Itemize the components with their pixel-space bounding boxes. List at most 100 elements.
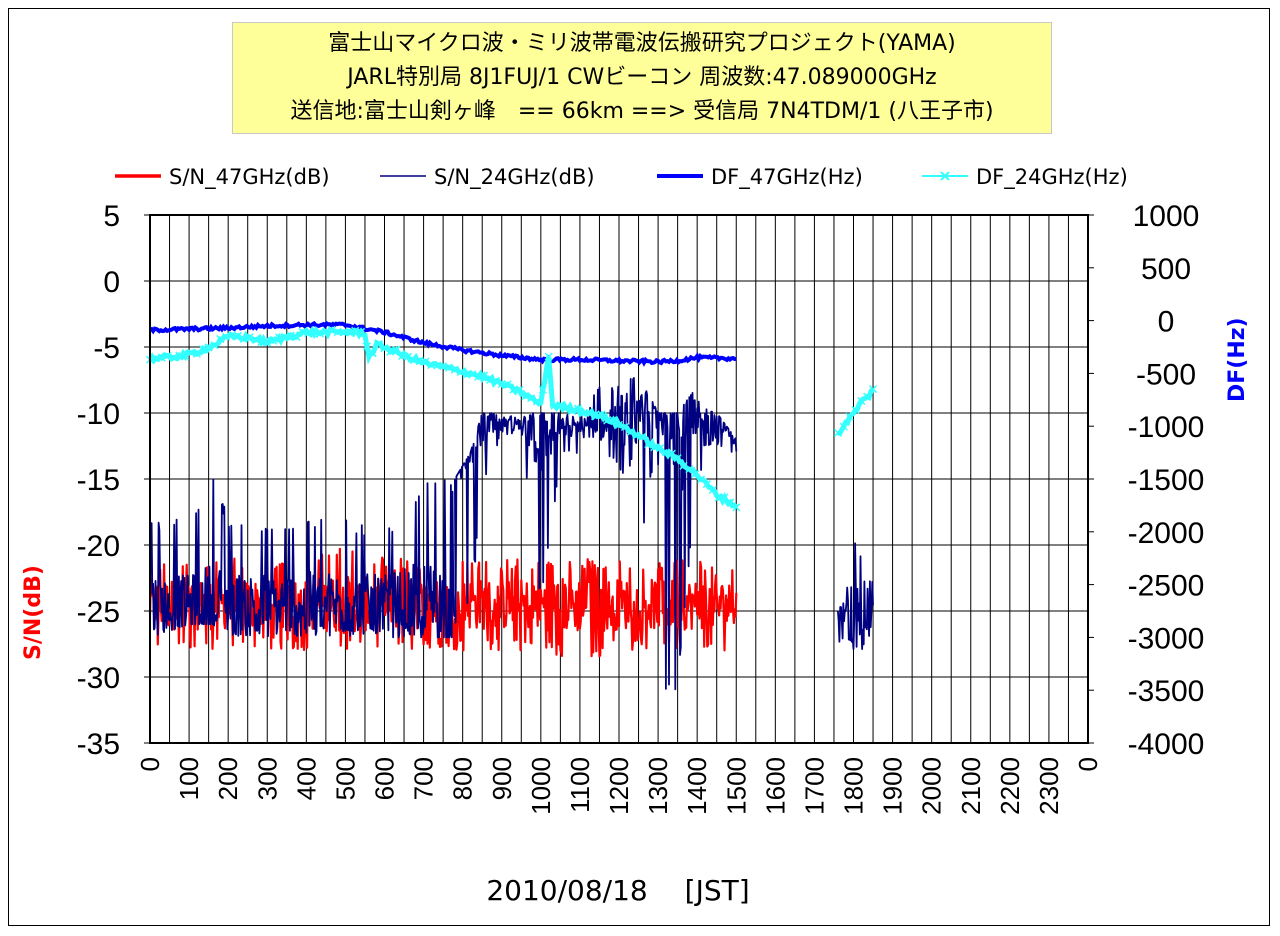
series-df24-marker [556,401,565,410]
series-df24-marker [450,365,459,374]
axes: 50-5-10-15-20-25-30-3510005000-500-1000-… [77,200,1205,815]
y-right-tick-label: -500 [1136,358,1196,391]
x-tick-label: 900 [487,757,517,800]
x-tick-label: 700 [409,757,439,800]
x-tick-label: 2100 [956,757,986,815]
series-df24-marker [697,475,706,484]
series-df24-marker [863,392,872,401]
legend-marker-x [940,171,950,181]
series-df24-marker [732,503,741,512]
series-df24-marker [239,335,248,344]
x-tick-label: 2200 [995,757,1025,815]
chart-title-box: 富士山マイクロ波・ミリ波帯電波伝搬研究プロジェクト(YAMA) JARL特別局 … [232,22,1052,134]
x-tick-label: 300 [252,757,282,800]
x-tick-label: 0 [135,757,165,771]
y-left-tick-label: -30 [77,662,120,695]
series-df24-marker [403,352,412,361]
series-df24-marker [210,341,219,350]
series-df24-marker [321,327,330,336]
series-df24-marker [245,333,254,342]
x-tick-label: 200 [213,757,243,800]
series-df24-marker [374,339,383,348]
series-df24-marker [857,397,866,406]
series-df24-marker [562,404,571,413]
x-tick-label: 400 [291,757,321,800]
series-df24-marker [187,348,196,357]
series-df24-marker [439,362,448,371]
series-df24-marker [656,444,665,453]
y-right-tick-label: 0 [1158,306,1175,339]
y-right-tick-label: -3000 [1128,622,1205,655]
x-tick-label: 1700 [799,757,829,815]
series-df24-marker [491,376,500,386]
series-df47-line [149,320,737,367]
series-df24-marker [568,406,577,416]
x-tick-label: 1300 [643,757,673,815]
series-df24-marker [298,327,307,336]
series-sn24-line [149,478,456,639]
series-df24-marker [357,327,366,336]
series-df24-marker [851,405,860,414]
y-left-tick-label: -10 [77,398,120,431]
series-df24-marker [362,342,371,351]
legend-label-df47: DF_47GHz(Hz) [711,165,863,190]
y-left-tick-label: -25 [77,596,120,629]
series-df24-marker [679,461,688,470]
series-df24-marker [644,440,653,449]
series-df24-marker [597,410,606,419]
series-df24-marker [280,332,289,341]
legend-label-df24: DF_24GHz(Hz) [976,165,1128,190]
y-left-tick-label: 5 [103,200,120,233]
series-df24-marker [638,432,647,441]
x-tick-label: 1400 [682,757,712,815]
x-tick-label: 1100 [565,757,595,813]
x-axis-label: 2010/08/18 [JST] [486,874,749,907]
series-df24-marker [661,448,670,457]
series-df24-marker [585,409,594,418]
series-df24-marker [392,345,401,354]
legend: S/N_47GHz(dB) S/N_24GHz(dB) DF_47GHz(Hz) DF… [115,165,1128,190]
y-left-tick-label: -20 [77,530,120,563]
series-df24-marker [181,352,190,361]
y-right-tick-label: -1500 [1128,464,1205,497]
series-df24-marker [839,422,848,431]
series-df24-marker [351,326,360,335]
grid [149,214,1089,744]
y-right-tick-label: -4000 [1128,728,1205,761]
series-df24-marker [544,352,553,361]
series-df24-marker [614,420,624,429]
series-df24-marker [198,344,207,354]
series-df24-marker [315,329,325,338]
series-df24-marker [591,410,600,419]
series-df24-marker [667,449,676,458]
y-left-tick-label: -15 [77,464,120,497]
series-df24-marker [216,335,225,344]
y-right-tick-label: 500 [1141,253,1191,286]
y-right-tick-label: -2000 [1128,517,1205,550]
series-sn24-line [454,377,738,691]
series-df24-marker [456,368,465,377]
series-df24-marker [386,347,395,356]
series-df24-marker [251,335,260,344]
series-group [145,320,878,691]
series-df24-marker [845,412,854,421]
x-tick-label: 1200 [604,757,634,815]
y-axis-label-left: S/N(dB) [21,565,46,660]
legend-label-sn24: S/N_24GHz(dB) [434,165,595,190]
x-tick-label: 600 [370,757,400,800]
series-df24-marker [480,371,489,380]
series-df24-marker [157,353,166,362]
y-left-tick-label: -5 [93,332,120,365]
y-right-tick-label: 1000 [1133,200,1200,233]
title-line-3: 送信地:富士山剣ヶ峰 == 66km ==> 受信局 7N4TDM/1 (八王子… [290,99,994,124]
series-df24-marker [286,331,295,340]
y-right-tick-label: -3500 [1128,675,1205,708]
series-df24-marker [327,325,336,334]
y-left-tick-label: 0 [103,266,120,299]
series-df24-marker [163,351,172,360]
x-tick-label: 2300 [1034,757,1064,815]
series-df24-marker [204,343,213,352]
series-sn24-line-evening [837,542,874,650]
series-df24-marker [515,385,524,394]
